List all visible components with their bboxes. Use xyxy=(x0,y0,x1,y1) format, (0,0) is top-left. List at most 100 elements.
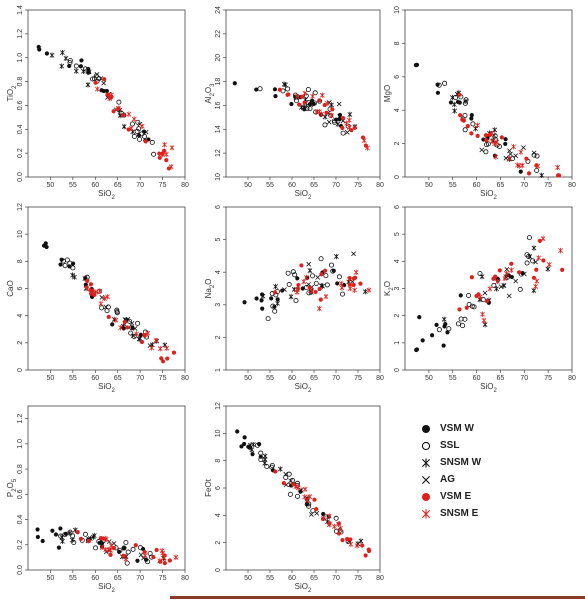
vsm-w-point xyxy=(138,332,143,337)
ag-point xyxy=(507,148,512,154)
legend-marker-open-circle xyxy=(421,441,431,450)
ssl-point xyxy=(286,281,292,287)
y-tick-label: 22 xyxy=(215,30,222,38)
snsm-w-point xyxy=(492,127,498,133)
vsm-e-point xyxy=(351,282,356,288)
vsm-e-point xyxy=(556,173,562,178)
plot-frame xyxy=(404,9,573,178)
snsm-e-point xyxy=(331,523,337,530)
vsm-w-point xyxy=(44,51,50,56)
snsm-e-point xyxy=(533,283,539,290)
x-tick-label: 60 xyxy=(288,575,296,582)
ssl-point xyxy=(96,288,102,294)
x-tick-label: 70 xyxy=(332,575,340,582)
snsm-w-point xyxy=(162,342,168,348)
y-tick-label: 1.0 xyxy=(17,439,24,449)
y-tick-label: 20 xyxy=(215,54,222,62)
ag-point xyxy=(306,261,312,267)
vsm-e-point xyxy=(272,290,278,295)
ag-point xyxy=(106,539,112,545)
x-axis-label: SiO2 xyxy=(295,189,312,201)
ag-point xyxy=(308,102,314,108)
snsm-e-point xyxy=(302,90,308,97)
snsm-w-point xyxy=(452,108,457,114)
legend-entry: SNSM E xyxy=(418,505,558,522)
vsm-e-point xyxy=(475,133,480,138)
x-axis-label: SiO2 xyxy=(480,382,497,394)
snsm-w-point xyxy=(137,335,143,342)
snsm-w-point xyxy=(63,55,69,62)
vsm-e-point xyxy=(461,118,466,123)
vsm-e-point xyxy=(497,268,502,273)
snsm-e-point xyxy=(338,280,344,287)
snsm-e-point xyxy=(536,255,542,261)
legend-marker-asterisk xyxy=(422,457,430,468)
ssl-point xyxy=(285,270,291,276)
ag-point xyxy=(521,271,527,277)
legend-entry: SSL xyxy=(418,437,558,454)
vsm-e-point xyxy=(125,325,130,330)
ssl-point xyxy=(295,480,301,486)
snsm-e-point xyxy=(102,295,107,302)
data-points xyxy=(413,62,562,179)
snsm-e-point xyxy=(161,555,167,561)
snsm-e-point xyxy=(115,105,121,111)
y-tick-label: 14 xyxy=(215,125,222,133)
vsm-e-point xyxy=(161,148,167,153)
ssl-point xyxy=(305,86,311,92)
snsm-e-point xyxy=(99,544,105,551)
vsm-e-point xyxy=(458,113,463,118)
vsm-w-point xyxy=(469,116,474,121)
vsm-e-point xyxy=(85,278,90,284)
vsm-w-point xyxy=(518,169,523,174)
x-tick-label: 70 xyxy=(332,182,340,189)
y-tick-label: 2 xyxy=(394,142,401,146)
ssl-point xyxy=(462,127,468,133)
snsm-e-point xyxy=(97,288,103,294)
y-tick-label: 0.0 xyxy=(17,565,24,575)
y-tick-label: 4 xyxy=(215,270,222,274)
snsm-e-point xyxy=(353,269,359,276)
vsm-e-point xyxy=(314,507,319,512)
ssl-point xyxy=(446,326,452,332)
vsm-e-point xyxy=(75,530,80,535)
vsm-e-point xyxy=(167,558,172,563)
vsm-e-point xyxy=(465,123,470,129)
ssl-point xyxy=(324,282,330,288)
x-tick-label: 55 xyxy=(69,375,77,382)
vsm-e-point xyxy=(322,268,328,273)
snsm-e-point xyxy=(93,289,99,295)
y-axis-label: FeOt xyxy=(204,478,213,497)
snsm-e-point xyxy=(153,337,159,344)
x-tick-label: 75 xyxy=(544,182,552,189)
ssl-point xyxy=(64,257,70,263)
ssl-point xyxy=(303,93,309,99)
vsm-w-point xyxy=(44,244,49,250)
snsm-w-point xyxy=(288,294,294,300)
x-tick-label: 60 xyxy=(473,182,481,189)
data-points xyxy=(36,44,175,171)
legend-label: VSM E xyxy=(440,491,472,502)
snsm-e-point xyxy=(352,287,358,293)
vsm-w-point xyxy=(441,343,446,348)
snsm-e-point xyxy=(169,145,175,151)
ssl-point xyxy=(62,532,68,538)
vsm-w-point xyxy=(469,113,474,118)
vsm-w-point xyxy=(435,90,441,95)
vsm-e-point xyxy=(108,552,113,557)
vsm-e-point xyxy=(363,553,368,558)
vsm-w-point xyxy=(239,444,244,449)
vsm-w-point xyxy=(414,347,419,353)
y-tick-label: 1 xyxy=(215,368,222,372)
vsm-e-point xyxy=(78,536,84,541)
snsm-e-point xyxy=(347,285,353,292)
vsm-e-point xyxy=(126,127,131,132)
ssl-point xyxy=(471,304,477,310)
snsm-e-point xyxy=(495,278,500,285)
snsm-e-point xyxy=(502,275,508,282)
y-tick-label: 0.2 xyxy=(17,148,24,158)
x-tick-label: 60 xyxy=(288,375,296,382)
ssl-point xyxy=(129,121,135,127)
ssl-point xyxy=(257,86,263,92)
vsm-e-point xyxy=(297,102,302,107)
